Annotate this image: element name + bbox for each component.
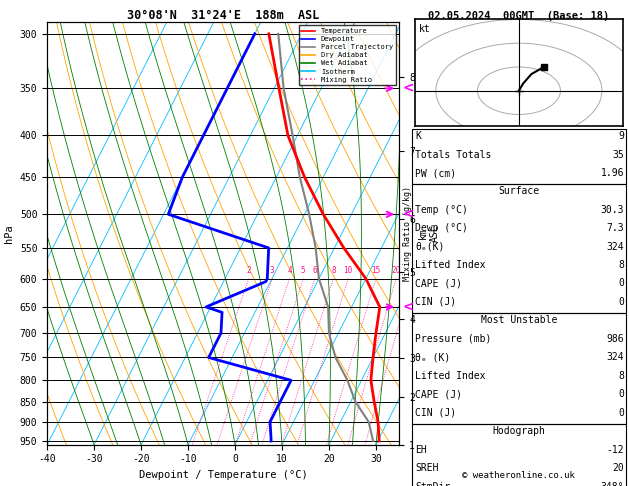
Text: 20: 20: [612, 463, 624, 473]
Legend: Temperature, Dewpoint, Parcel Trajectory, Dry Adiabat, Wet Adiabat, Isotherm, Mi: Temperature, Dewpoint, Parcel Trajectory…: [299, 25, 396, 86]
Text: 7.3: 7.3: [606, 223, 624, 233]
Text: 20: 20: [391, 266, 401, 275]
Text: CIN (J): CIN (J): [415, 297, 456, 307]
Text: <: <: [403, 81, 414, 95]
Text: 8: 8: [618, 371, 624, 381]
Text: 2: 2: [247, 266, 251, 275]
Text: 6: 6: [313, 266, 317, 275]
Text: © weatheronline.co.uk: © weatheronline.co.uk: [462, 471, 576, 480]
Text: 0: 0: [618, 408, 624, 418]
Text: -12: -12: [606, 445, 624, 455]
Text: Surface: Surface: [498, 186, 540, 196]
Text: Mixing Ratio (g/kg): Mixing Ratio (g/kg): [403, 186, 411, 281]
Text: SREH: SREH: [415, 463, 438, 473]
Text: 0: 0: [618, 389, 624, 399]
X-axis label: Dewpoint / Temperature (°C): Dewpoint / Temperature (°C): [139, 470, 308, 480]
Text: kt: kt: [420, 24, 431, 34]
Text: 35: 35: [612, 150, 624, 160]
Text: 9: 9: [618, 131, 624, 141]
Text: 986: 986: [606, 334, 624, 344]
Text: <: <: [403, 207, 414, 221]
Text: 4: 4: [287, 266, 292, 275]
Text: 324: 324: [606, 352, 624, 363]
Text: Dewp (°C): Dewp (°C): [415, 223, 468, 233]
Text: Most Unstable: Most Unstable: [481, 315, 557, 326]
Text: 8: 8: [618, 260, 624, 270]
Text: 02.05.2024  00GMT  (Base: 18): 02.05.2024 00GMT (Base: 18): [428, 11, 610, 21]
Text: 0: 0: [618, 278, 624, 289]
Text: 3: 3: [270, 266, 274, 275]
Title: 30°08'N  31°24'E  188m  ASL: 30°08'N 31°24'E 188m ASL: [127, 9, 320, 22]
Text: EH: EH: [415, 445, 427, 455]
Y-axis label: km
ASL: km ASL: [418, 225, 440, 242]
Text: CAPE (J): CAPE (J): [415, 389, 462, 399]
Text: Lifted Index: Lifted Index: [415, 260, 486, 270]
Text: θₑ(K): θₑ(K): [415, 242, 445, 252]
Text: Totals Totals: Totals Totals: [415, 150, 491, 160]
Y-axis label: hPa: hPa: [4, 224, 14, 243]
Text: 15: 15: [371, 266, 381, 275]
Text: CAPE (J): CAPE (J): [415, 278, 462, 289]
Text: 30.3: 30.3: [601, 205, 624, 215]
Text: CIN (J): CIN (J): [415, 408, 456, 418]
Text: 8: 8: [331, 266, 336, 275]
Text: 1.96: 1.96: [601, 168, 624, 178]
Text: Temp (°C): Temp (°C): [415, 205, 468, 215]
Text: PW (cm): PW (cm): [415, 168, 456, 178]
Text: Hodograph: Hodograph: [493, 426, 545, 436]
Text: K: K: [415, 131, 421, 141]
Text: Lifted Index: Lifted Index: [415, 371, 486, 381]
Text: 0: 0: [618, 297, 624, 307]
Text: Pressure (mb): Pressure (mb): [415, 334, 491, 344]
Text: 348°: 348°: [601, 482, 624, 486]
Text: 324: 324: [606, 242, 624, 252]
Text: 5: 5: [301, 266, 306, 275]
Text: <: <: [403, 300, 414, 314]
Text: θₑ (K): θₑ (K): [415, 352, 450, 363]
Text: StmDir: StmDir: [415, 482, 450, 486]
Text: 10: 10: [343, 266, 353, 275]
